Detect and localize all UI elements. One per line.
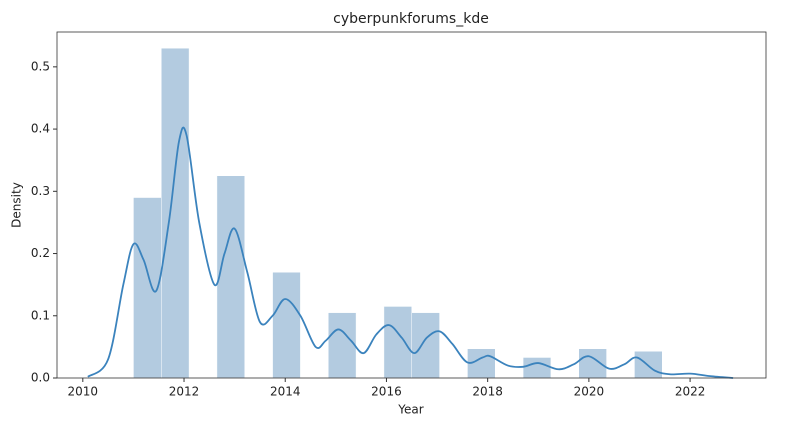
- bar: [383, 306, 413, 379]
- bar: [216, 175, 246, 379]
- x-tick-label: 2016: [371, 385, 402, 399]
- bar: [522, 357, 552, 379]
- bar: [467, 348, 496, 379]
- bar: [160, 47, 190, 379]
- y-tick-label: 0.1: [31, 308, 50, 322]
- x-tick-label: 2010: [68, 385, 99, 399]
- x-tick-label: 2012: [169, 385, 200, 399]
- bar: [411, 312, 440, 379]
- y-axis-label: Density: [10, 182, 24, 228]
- y-tick-label: 0.3: [31, 184, 50, 198]
- bar: [578, 348, 607, 379]
- chart-title: cyberpunkforums_kde: [333, 11, 489, 27]
- x-tick-label: 2014: [270, 385, 301, 399]
- bar: [328, 312, 357, 379]
- x-tick-label: 2020: [574, 385, 605, 399]
- y-tick-label: 0.0: [31, 371, 50, 385]
- y-tick-label: 0.2: [31, 246, 50, 260]
- plot-frame: [56, 31, 767, 379]
- y-tick-label: 0.5: [31, 59, 50, 73]
- x-tick-label: 2022: [675, 385, 706, 399]
- x-axis-label: Year: [397, 403, 423, 417]
- y-tick-label: 0.4: [31, 122, 50, 136]
- kde-line: [87, 126, 734, 379]
- x-tick-label: 2018: [472, 385, 503, 399]
- bar: [272, 271, 301, 379]
